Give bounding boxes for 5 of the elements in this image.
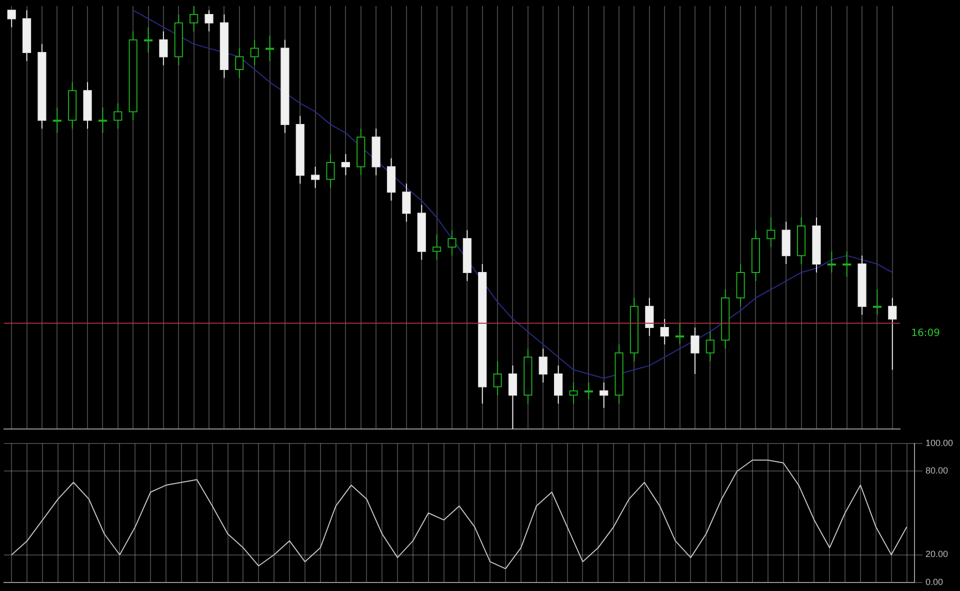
- y-tick-label: 100.00: [925, 438, 954, 448]
- y-tick-label: 20.00: [925, 549, 948, 560]
- text: 16:09: [911, 328, 940, 339]
- y-tick-label: 0.00: [925, 577, 944, 588]
- y-tick-label: 80.00: [925, 466, 948, 476]
